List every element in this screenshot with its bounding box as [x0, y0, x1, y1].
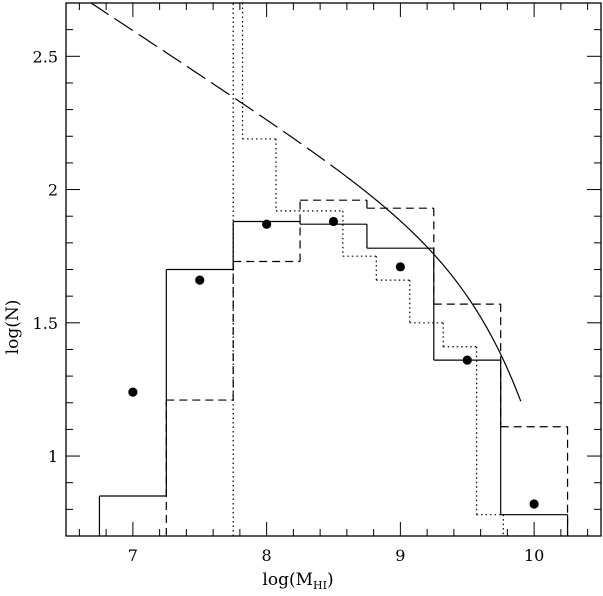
- plot-area: [89, 3, 569, 536]
- axes: 7 8 9 10 1 1.5 2 2.5: [33, 2, 602, 565]
- fit-dashed-segment: [89, 3, 348, 178]
- data-point: [262, 219, 272, 229]
- dotted-step-histogram: [232, 3, 528, 536]
- x-tick-label: 8: [262, 546, 272, 565]
- x-axis-title: log(MHI): [262, 570, 333, 592]
- y-tick-label: 2: [48, 181, 58, 200]
- x-tick-label: 9: [395, 546, 405, 565]
- y-tick-label: 1.5: [33, 314, 58, 333]
- data-group: [89, 3, 569, 536]
- data-point: [328, 216, 339, 227]
- x-axis-title-main: log(M: [262, 570, 313, 590]
- x-axis-title-subscript: HI: [313, 579, 327, 592]
- schechter-fit: [89, 3, 522, 402]
- x-tick-label: 10: [524, 546, 544, 565]
- data-point: [195, 275, 205, 285]
- data-point: [395, 262, 405, 272]
- y-tick-label: 2.5: [33, 47, 58, 66]
- y-axis-title: log(N): [3, 300, 23, 355]
- data-point: [529, 499, 539, 509]
- data-points: [128, 216, 539, 509]
- dashed-step-histogram: [165, 199, 569, 536]
- solid-step-histogram: [98, 220, 569, 536]
- x-tick-label: 7: [128, 546, 138, 565]
- fit-solid-segment: [346, 176, 522, 402]
- y-tick-label: 1: [48, 447, 58, 466]
- plot-frame: [65, 2, 602, 537]
- data-point: [128, 387, 138, 397]
- x-axis-title-close: ): [327, 570, 334, 590]
- data-point: [462, 355, 472, 365]
